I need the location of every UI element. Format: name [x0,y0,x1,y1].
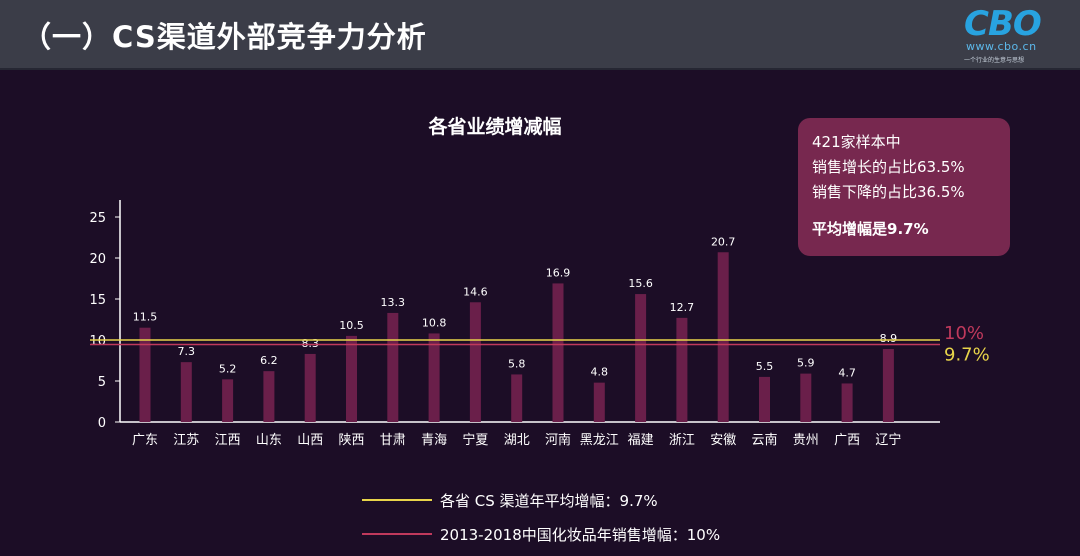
header-bar: （一）CS渠道外部竞争力分析 CBO www.cbo.cn 一个行业的生意与思想 [0,0,1080,70]
data-label-3: 6.2 [260,354,278,367]
legend-label-avg: 各省 CS 渠道年平均增幅：9.7% [440,492,658,510]
bar-0 [139,327,151,422]
reference-label-10: 10% [944,323,984,344]
x-tick-label-1: 江苏 [173,432,199,448]
bar-1 [180,362,192,422]
y-tick-label-0: 0 [98,416,106,431]
legend-swatch-industry [362,533,432,535]
y-tick-label-1: 5 [98,375,106,390]
reference-label-9-7: 9.7% [944,344,990,365]
x-tick-label-9: 湖北 [504,433,530,448]
y-tick-label-5: 25 [89,211,106,226]
x-tick-label-7: 青海 [421,433,447,448]
legend-label-industry: 2013-2018中国化妆品年销售增幅：10% [440,526,721,544]
bar-7 [428,333,440,422]
bar-13 [676,317,688,422]
bar-16 [800,373,812,422]
data-label-14: 20.7 [711,235,736,248]
data-label-2: 5.2 [219,362,237,375]
legend-swatch-avg [362,499,432,501]
x-tick-label-12: 福建 [628,433,654,448]
bar-4 [304,353,316,422]
data-label-1: 7.3 [178,345,196,358]
x-tick-label-4: 山西 [297,433,323,448]
x-tick-label-17: 广西 [834,433,860,448]
cbo-logo: CBO www.cbo.cn 一个行业的生意与思想 [960,4,1070,66]
bar-9 [511,374,523,422]
summary-average: 平均增幅是9.7% [812,220,929,238]
bar-17 [841,383,853,422]
data-label-0: 11.5 [133,311,158,324]
x-tick-label-6: 甘肃 [380,433,406,448]
bar-5 [346,335,357,422]
logo-url: www.cbo.cn [966,40,1037,53]
data-label-11: 4.8 [591,366,609,379]
summary-line-decline: 销售下降的占比36.5% [812,183,965,201]
logo-mark: CBO [964,4,1042,44]
bar-18 [882,349,894,422]
x-tick-label-16: 贵州 [793,433,819,448]
page-title: （一）CS渠道外部竞争力分析 [22,20,427,54]
x-tick-label-3: 山东 [256,433,282,448]
logo-slogan: 一个行业的生意与思想 [964,57,1025,64]
x-tick-label-8: 宁夏 [462,432,488,448]
summary-line-sample: 421家样本中 [812,133,901,151]
summary-box: 421家样本中 销售增长的占比63.5% 销售下降的占比36.5% 平均增幅是9… [798,118,1010,256]
bar-8 [469,302,481,422]
data-label-5: 10.5 [339,319,364,332]
x-tick-label-0: 广东 [132,433,158,448]
x-tick-label-11: 黑龙江 [580,433,619,448]
data-label-7: 10.8 [422,316,447,329]
data-label-4: 8.3 [301,337,319,350]
y-tick-label-2: 10 [89,334,106,349]
data-label-12: 15.6 [628,277,653,290]
bar-12 [635,294,647,422]
x-tick-label-5: 陕西 [338,433,364,448]
summary-line-growth: 销售增长的占比63.5% [812,158,965,176]
data-label-6: 13.3 [381,296,406,309]
x-tick-label-14: 安徽 [710,433,736,448]
y-tick-label-3: 15 [89,293,106,308]
bar-14 [717,252,729,422]
bar-11 [593,382,605,422]
x-tick-label-18: 辽宁 [875,432,901,448]
y-tick-label-4: 20 [89,252,106,267]
data-label-8: 14.6 [463,285,488,298]
data-label-13: 12.7 [670,301,695,314]
bar-15 [759,376,770,422]
bar-6 [387,312,399,422]
x-tick-label-10: 河南 [545,432,571,448]
bar-3 [263,371,275,422]
chart-title: 各省业绩增减幅 [428,116,562,138]
data-label-9: 5.8 [508,357,526,370]
x-tick-label-15: 云南 [751,432,777,448]
bar-2 [222,379,234,422]
bar-10 [552,283,564,422]
data-label-15: 5.5 [756,360,774,373]
data-label-17: 4.7 [838,366,856,379]
x-tick-label-2: 江西 [215,433,241,448]
data-label-10: 16.9 [546,266,571,279]
data-label-16: 5.9 [797,357,815,370]
data-label-18: 8.9 [880,332,898,345]
x-tick-label-13: 浙江 [669,433,695,448]
